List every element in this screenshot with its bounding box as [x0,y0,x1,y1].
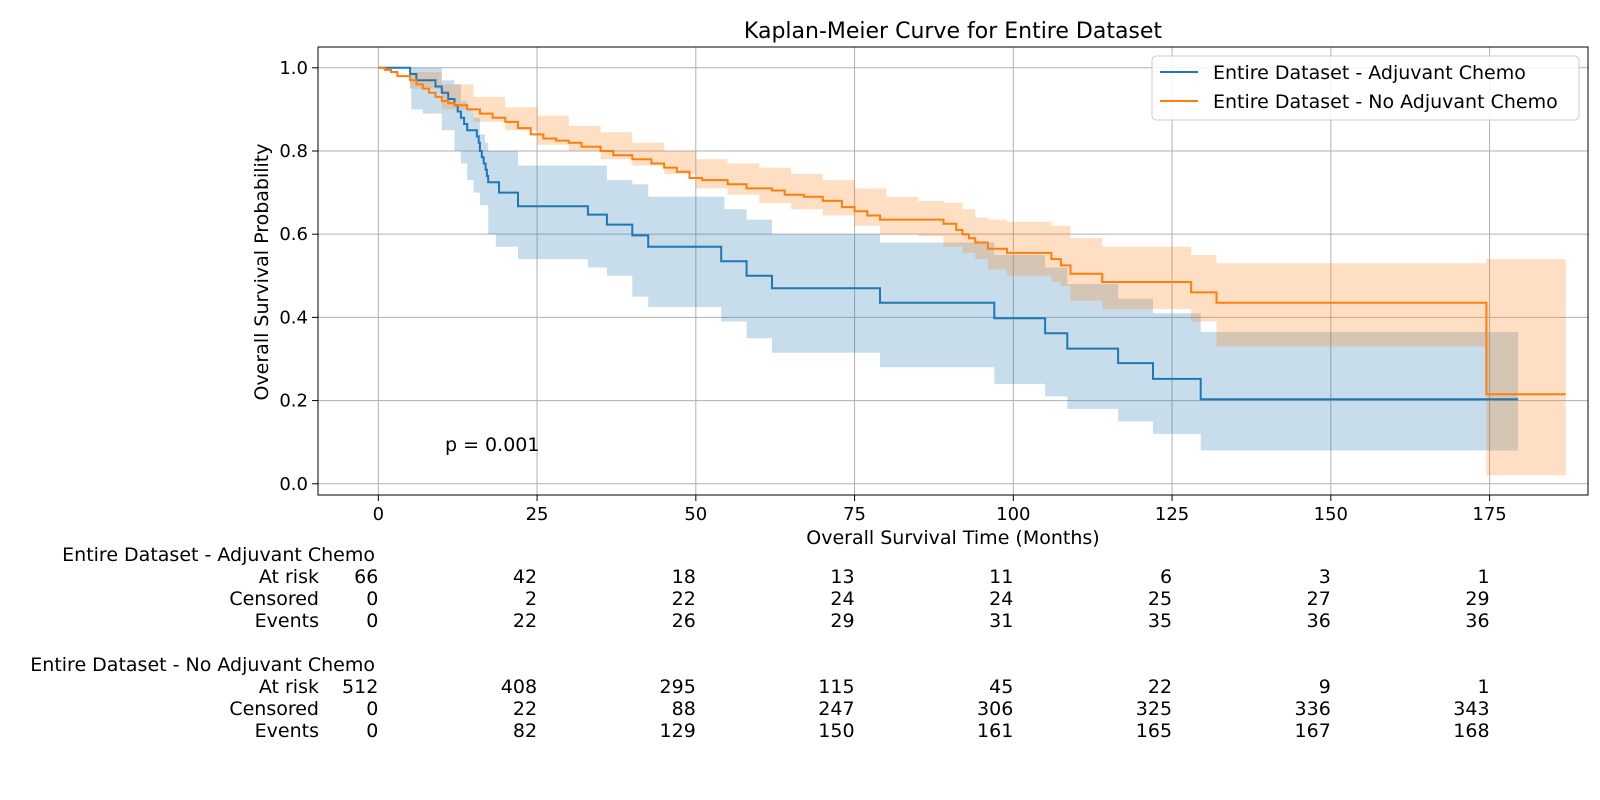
x-tick-label: 125 [1155,504,1189,525]
y-tick-label: 0.2 [279,391,308,412]
y-tick-label: 1.0 [279,58,308,79]
x-tick-label: 150 [1314,504,1348,525]
y-tick-label: 0.8 [279,141,308,162]
risk-cell: 168 [1453,720,1489,742]
risk-cell: 22 [513,610,537,632]
risk-row-label: Censored [229,698,319,720]
risk-cell: 150 [818,720,854,742]
grid-lines [318,47,1588,495]
risk-cell: 24 [989,588,1013,610]
legend-label-adjuvant: Entire Dataset - Adjuvant Chemo [1213,62,1526,84]
x-tick-label: 50 [684,504,707,525]
x-tick-label: 0 [373,504,384,525]
risk-cell: 0 [366,720,378,742]
x-tick-label: 175 [1472,504,1506,525]
risk-cell: 247 [818,698,854,720]
risk-cell: 22 [1148,676,1172,698]
risk-cell: 26 [672,610,696,632]
risk-cell: 306 [977,698,1013,720]
plot-frame [317,46,1589,496]
risk-row-label: At risk [259,676,319,698]
risk-cell: 29 [1465,588,1489,610]
risk-cell: 1 [1477,676,1489,698]
x-tick-label: 25 [526,504,549,525]
risk-cell: 512 [342,676,378,698]
risk-cell: 336 [1295,698,1331,720]
risk-cell: 82 [513,720,537,742]
risk-cell: 18 [672,566,696,588]
risk-cell: 0 [366,610,378,632]
risk-cell: 343 [1453,698,1489,720]
x-tick-label: 100 [996,504,1030,525]
risk-cell: 161 [977,720,1013,742]
risk-cell: 408 [501,676,537,698]
risk-cell: 66 [354,566,378,588]
risk-cell: 129 [660,720,696,742]
risk-cell: 36 [1307,610,1331,632]
risk-cell: 22 [672,588,696,610]
confidence-bands [378,67,1566,476]
risk-cell: 0 [366,588,378,610]
risk-cell: 88 [672,698,696,720]
survival-line-adjuvant [378,66,1519,401]
risk-cell: 0 [366,698,378,720]
x-axis-label: Overall Survival Time (Months) [806,527,1099,549]
risk-row-label: Events [255,720,319,742]
risk-cell: 31 [989,610,1013,632]
survival-line-no-adjuvant [378,66,1566,396]
risk-cell: 29 [830,610,854,632]
risk-row-label: At risk [259,566,319,588]
legend-label-no-adjuvant: Entire Dataset - No Adjuvant Chemo [1213,91,1558,113]
ci-band-no-adjuvant [378,67,1566,476]
survival-curves [378,66,1566,401]
risk-cell: 25 [1148,588,1172,610]
legend: Entire Dataset - Adjuvant Chemo Entire D… [1151,55,1580,121]
risk-cell: 3 [1319,566,1331,588]
risk-cell: 13 [830,566,854,588]
risk-cell: 36 [1465,610,1489,632]
p-value-annotation: p = 0.001 [445,434,539,456]
risk-cell: 24 [830,588,854,610]
risk-cell: 9 [1319,676,1331,698]
risk-cell: 325 [1136,698,1172,720]
risk-group-title: Entire Dataset - Adjuvant Chemo [62,544,375,566]
chart-title: Kaplan-Meier Curve for Entire Dataset [744,19,1163,44]
risk-cell: 11 [989,566,1013,588]
risk-row-label: Censored [229,588,319,610]
legend-box [1151,55,1580,121]
risk-cell: 2 [525,588,537,610]
risk-cell: 115 [818,676,854,698]
risk-cell: 167 [1295,720,1331,742]
y-axis-label: Overall Survival Probability [251,143,273,400]
risk-cell: 22 [513,698,537,720]
risk-cell: 45 [989,676,1013,698]
y-tick-label: 0.0 [279,474,308,495]
risk-cell: 35 [1148,610,1172,632]
risk-cell: 42 [513,566,537,588]
x-axis-ticks: 0 25 50 75 100 125 150 175 [373,495,1507,525]
risk-cell: 1 [1477,566,1489,588]
x-tick-label: 75 [843,504,866,525]
y-axis-ticks: 0.0 0.2 0.4 0.6 0.8 1.0 [279,58,318,495]
risk-row-label: Events [255,610,319,632]
risk-cell: 6 [1160,566,1172,588]
ci-band-adjuvant [378,67,1519,451]
risk-cell: 165 [1136,720,1172,742]
risk-cell: 27 [1307,588,1331,610]
y-tick-label: 0.4 [279,307,308,328]
risk-cell: 295 [660,676,696,698]
y-tick-label: 0.6 [279,224,308,245]
risk-group-title: Entire Dataset - No Adjuvant Chemo [30,654,375,676]
